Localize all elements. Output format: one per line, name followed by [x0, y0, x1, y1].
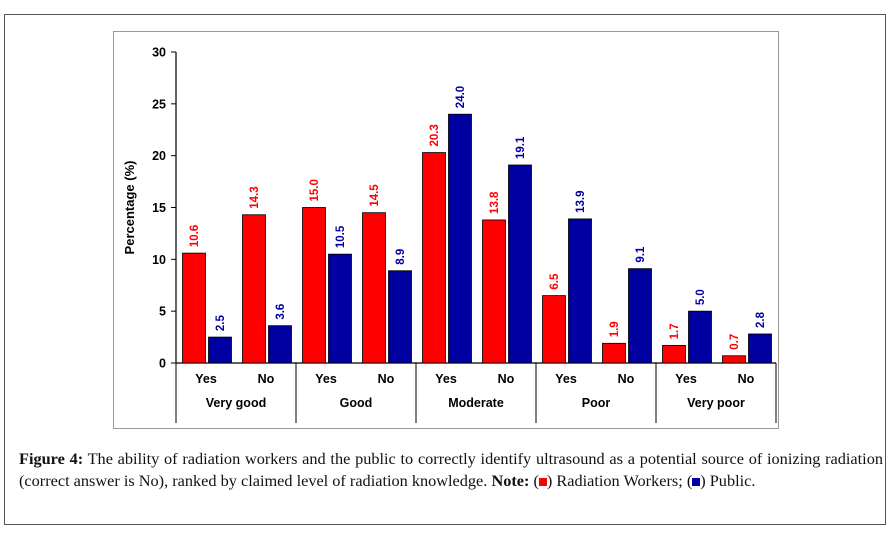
data-label: 1.9: [609, 321, 621, 337]
x-subcategory-label: Yes: [675, 372, 697, 386]
bar: [748, 333, 772, 364]
blue-legend-swatch: [692, 478, 701, 486]
x-group-label: Good: [340, 396, 373, 410]
x-subcategory-label: Yes: [555, 372, 577, 386]
bar: [268, 325, 292, 364]
caption-public: ) Public.: [700, 471, 756, 490]
bar: [542, 295, 566, 364]
y-tick-label: 30: [152, 46, 166, 60]
bar: [302, 207, 326, 364]
y-tick-label: 15: [152, 201, 166, 215]
bar: [362, 212, 386, 364]
bar: [662, 344, 686, 364]
data-label: 1.7: [669, 323, 681, 339]
bar: [628, 268, 652, 364]
y-tick-label: 10: [152, 253, 166, 267]
x-group-label: Very good: [206, 396, 266, 410]
data-label: 15.0: [309, 179, 321, 201]
caption-workers: ) Radiation Workers; (: [546, 471, 693, 490]
caption-text: The ability of radiation workers and the…: [19, 449, 883, 490]
chart-box: 0 5 10 15 20 25 30 Percentage (%) 10.6 2.5 Yes 14.3…: [113, 31, 779, 429]
red-legend-swatch: [538, 478, 547, 486]
bar: [208, 336, 232, 364]
y-tick-label: 25: [152, 97, 166, 111]
caption-open: (: [533, 471, 539, 490]
bar: [242, 214, 266, 364]
bar: [182, 252, 206, 364]
bar: [448, 113, 472, 364]
x-group-label: Very poor: [687, 396, 745, 410]
data-label: 8.9: [395, 249, 407, 265]
figure-frame: 0 5 10 15 20 25 30 Percentage (%) 10.6 2.5 Yes 14.3…: [4, 14, 886, 525]
data-label: 20.3: [429, 124, 441, 146]
bar: [482, 219, 506, 364]
x-subcategory-label: No: [618, 372, 635, 386]
y-axis-title: Percentage (%): [122, 161, 137, 255]
caption-label: Figure 4:: [19, 449, 84, 468]
data-label: 19.1: [515, 136, 527, 159]
data-label: 0.7: [729, 334, 741, 350]
y-tick-label: 5: [159, 305, 166, 319]
x-subcategory-label: No: [258, 372, 275, 386]
x-subcategory-label: Yes: [435, 372, 457, 386]
x-subcategory-label: No: [378, 372, 395, 386]
data-label: 14.3: [249, 186, 261, 208]
data-label: 3.6: [275, 304, 287, 320]
y-tick-label: 20: [152, 149, 166, 163]
data-label: 10.5: [335, 225, 347, 248]
bar-chart: 0 5 10 15 20 25 30 Percentage (%) 10.6 2.5 Yes 14.3…: [122, 46, 777, 423]
data-label: 9.1: [635, 246, 647, 263]
data-label: 6.5: [549, 273, 561, 290]
data-label: 10.6: [189, 225, 201, 247]
bar: [328, 253, 352, 364]
data-label: 2.8: [755, 311, 767, 328]
caption-note-label: Note:: [491, 471, 530, 490]
figure-caption: Figure 4: The ability of radiation worke…: [19, 448, 883, 492]
data-label: 13.9: [575, 191, 587, 213]
data-label: 14.5: [369, 184, 381, 207]
x-subcategory-label: Yes: [315, 372, 337, 386]
x-subcategory-label: No: [738, 372, 755, 386]
data-label: 2.5: [215, 314, 227, 331]
data-label: 13.8: [489, 191, 501, 214]
x-subcategory-label: Yes: [195, 372, 217, 386]
bar: [568, 218, 592, 364]
bar: [602, 342, 626, 364]
x-group-label: Poor: [582, 396, 611, 410]
x-subcategory-label: No: [498, 372, 515, 386]
bar: [422, 152, 446, 364]
bar: [508, 164, 532, 364]
bar: [388, 270, 412, 364]
bar: [688, 310, 712, 364]
y-tick-label: 0: [159, 357, 166, 371]
data-label: 24.0: [455, 86, 467, 108]
data-label: 5.0: [695, 289, 707, 305]
x-group-label: Moderate: [448, 396, 504, 410]
bar: [722, 355, 746, 364]
